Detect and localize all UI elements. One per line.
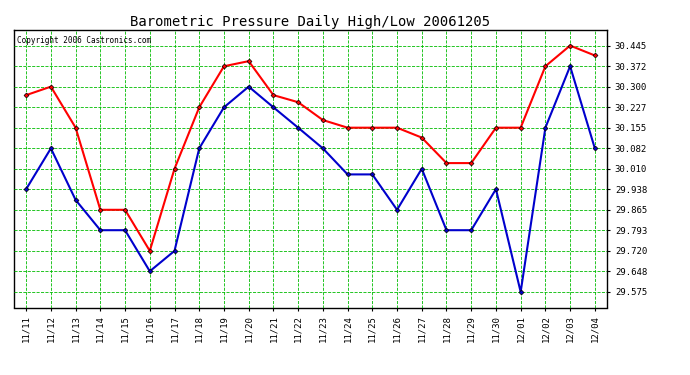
Text: Copyright 2006 Castronics.com: Copyright 2006 Castronics.com: [17, 36, 151, 45]
Title: Barometric Pressure Daily High/Low 20061205: Barometric Pressure Daily High/Low 20061…: [130, 15, 491, 29]
